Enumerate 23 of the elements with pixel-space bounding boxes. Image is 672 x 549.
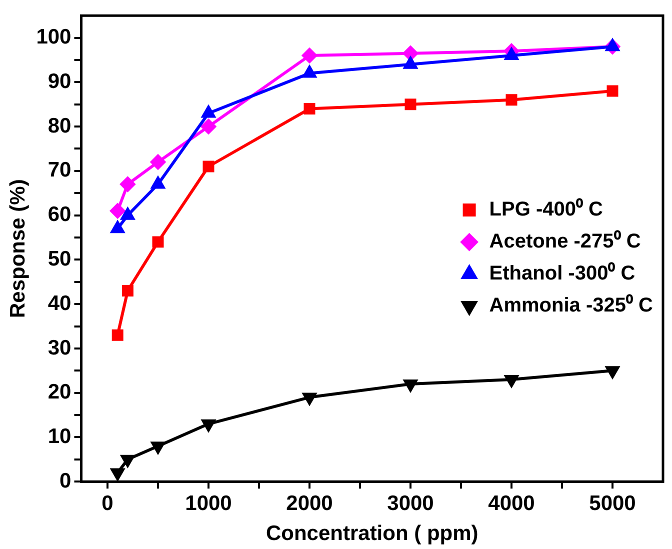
- legend-label: LPG -400⁰ C: [489, 198, 603, 221]
- legend-label: Ethanol -300⁰ C: [489, 262, 636, 285]
- y-tick-label: 90: [48, 70, 72, 93]
- x-tick-label: 5000: [589, 492, 636, 515]
- y-tick-label: 30: [48, 336, 72, 360]
- y-tick-label: 20: [48, 380, 72, 404]
- y-tick-label: 10: [48, 425, 72, 448]
- y-tick-label: 80: [48, 114, 72, 138]
- x-tick-label: 0: [102, 492, 114, 515]
- y-tick-label: 100: [36, 26, 72, 49]
- x-tick-label: 3000: [387, 492, 434, 515]
- legend-label: Acetone -275⁰ C: [489, 230, 641, 253]
- y-tick-label: 50: [48, 247, 72, 270]
- x-tick-label: 4000: [488, 492, 535, 515]
- x-axis-title: Concentration ( ppm): [266, 522, 478, 546]
- x-tick-label: 2000: [286, 492, 333, 515]
- x-tick-label: 1000: [185, 492, 232, 515]
- y-axis-title: Response (%): [6, 179, 30, 318]
- y-tick-label: 60: [48, 203, 72, 226]
- legend-label: Ammonia -325⁰ C: [489, 294, 654, 317]
- y-tick-label: 70: [48, 158, 72, 182]
- y-tick-label: 0: [60, 469, 72, 492]
- y-tick-label: 40: [48, 292, 72, 315]
